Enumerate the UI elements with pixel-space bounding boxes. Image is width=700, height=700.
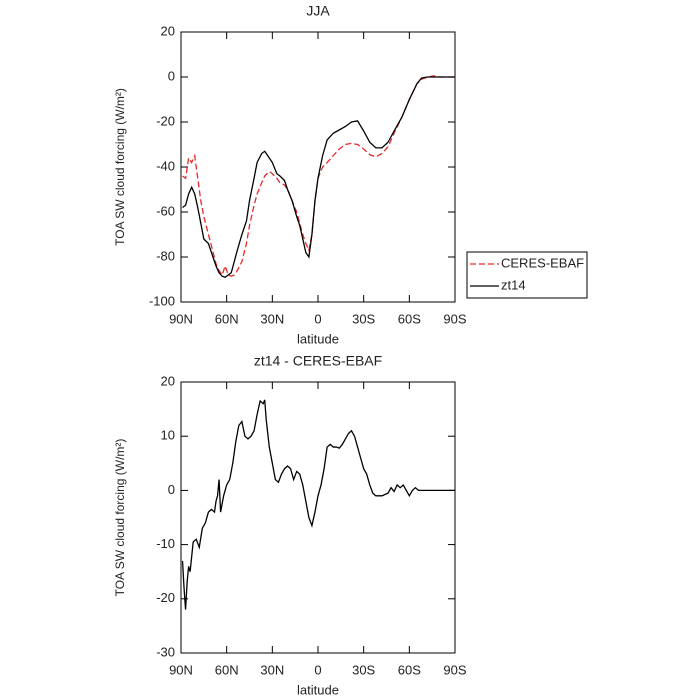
y-tick-label: -80 xyxy=(156,248,175,263)
x-tick-label: 90N xyxy=(169,662,193,677)
x-tick-label: 0 xyxy=(314,311,321,326)
y-tick-label: -100 xyxy=(149,293,175,308)
legend-label: CERES-EBAF xyxy=(501,255,584,270)
y-tick-label: 0 xyxy=(168,68,175,83)
chart-title: JJA xyxy=(306,3,330,19)
y-axis-label: TOA SW cloud forcing (W/m²) xyxy=(113,439,127,597)
legend-box xyxy=(466,251,588,299)
y-tick-label: -40 xyxy=(156,158,175,173)
x-tick-label: 60S xyxy=(398,311,421,326)
y-tick-label: 20 xyxy=(161,23,175,38)
y-tick-label: -20 xyxy=(156,590,175,605)
x-tick-label: 60S xyxy=(398,662,421,677)
plot-frame xyxy=(180,31,456,303)
y-tick-label: -30 xyxy=(156,644,175,659)
y-tick-label: 10 xyxy=(161,428,175,443)
x-tick-label: 90N xyxy=(169,311,193,326)
y-tick-label: 0 xyxy=(168,482,175,497)
data-line xyxy=(182,76,455,278)
x-tick-label: 30N xyxy=(260,662,284,677)
x-axis-label: latitude xyxy=(297,331,339,346)
y-tick-label: -60 xyxy=(156,203,175,218)
x-tick-label: 0 xyxy=(314,662,321,677)
chart-title: zt14 - CERES-EBAF xyxy=(254,353,382,369)
plot-frame xyxy=(180,381,456,654)
x-tick-label: 30S xyxy=(352,662,375,677)
y-tick-label: -10 xyxy=(156,536,175,551)
x-tick-label: 60N xyxy=(215,662,239,677)
y-tick-label: -20 xyxy=(156,113,175,128)
x-axis-label: latitude xyxy=(297,682,339,697)
legend-label: zt14 xyxy=(501,277,526,292)
data-line xyxy=(181,399,455,610)
x-tick-label: 60N xyxy=(215,311,239,326)
y-axis-label: TOA SW cloud forcing (W/m²) xyxy=(113,88,127,246)
x-tick-label: 30S xyxy=(352,311,375,326)
x-tick-label: 30N xyxy=(260,311,284,326)
x-tick-label: 90S xyxy=(443,662,466,677)
x-tick-label: 90S xyxy=(443,311,466,326)
y-tick-label: 20 xyxy=(161,373,175,388)
